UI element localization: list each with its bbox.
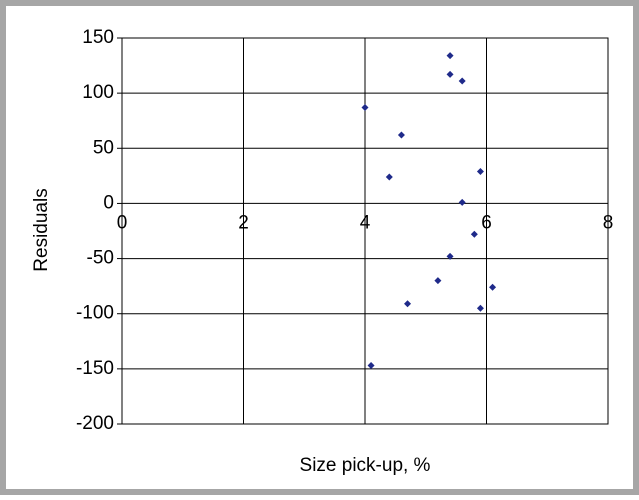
x-axis-label: Size pick-up, %	[300, 455, 431, 476]
point	[476, 304, 484, 312]
y-axis-label: Residuals	[31, 188, 52, 271]
y-tick-label: -100	[76, 303, 114, 324]
point	[458, 198, 466, 206]
y-tick-label: 0	[103, 192, 114, 213]
x-tick-label: 2	[238, 212, 249, 233]
x-tick-label: 6	[481, 212, 492, 233]
point	[446, 70, 454, 78]
x-tick-label: 0	[117, 212, 128, 233]
y-tick-label: -200	[76, 413, 114, 434]
point	[404, 300, 412, 308]
point	[476, 167, 484, 175]
point	[489, 283, 497, 291]
y-tick-label: 100	[82, 82, 114, 103]
point	[446, 52, 454, 60]
x-tick-label: 8	[603, 212, 614, 233]
point	[470, 230, 478, 238]
point	[397, 131, 405, 139]
point	[446, 252, 454, 260]
y-tick-label: 150	[82, 27, 114, 48]
y-tick-label: -150	[76, 358, 114, 379]
y-tick-label: -50	[87, 248, 114, 269]
point	[458, 77, 466, 85]
point	[434, 277, 442, 285]
y-tick-label: 50	[93, 137, 114, 158]
point	[385, 173, 393, 181]
point	[361, 103, 369, 111]
x-tick-label: 4	[360, 212, 371, 233]
point	[367, 362, 375, 370]
